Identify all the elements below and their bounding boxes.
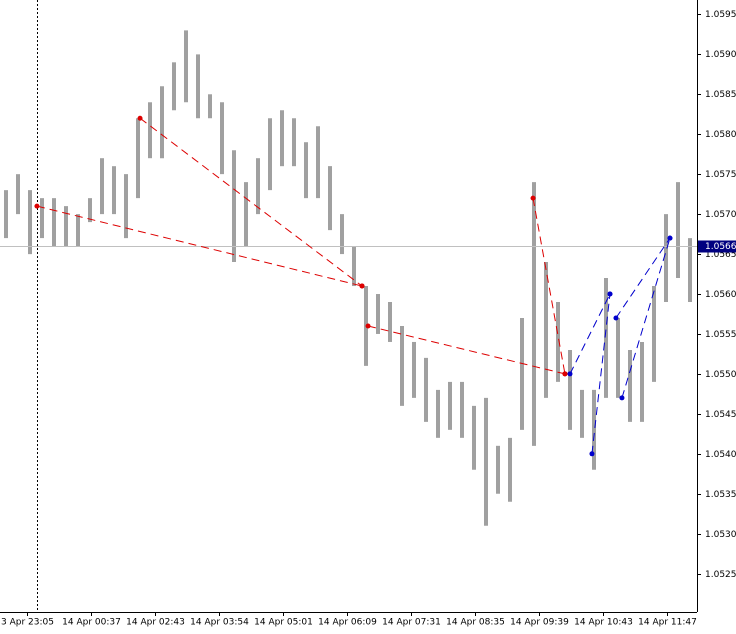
x-tick-label: 14 Apr 03:54 (190, 618, 249, 628)
y-tick-label: 1.0565 (705, 250, 736, 260)
x-tick-label: 14 Apr 06:09 (318, 618, 377, 628)
x-tick-label: 14 Apr 00:37 (62, 618, 121, 628)
y-tick-label: 1.0555 (705, 330, 736, 340)
x-tick-label: 14 Apr 11:47 (638, 618, 697, 628)
trade-point (589, 451, 595, 457)
y-tick-label: 1.0595 (705, 10, 736, 20)
trade-line (139, 117, 363, 287)
trade-line (621, 237, 671, 399)
y-tick-label: 1.0540 (705, 450, 736, 460)
trade-point (613, 315, 619, 321)
y-tick-label: 1.0585 (705, 90, 736, 100)
trade-point (530, 195, 536, 201)
y-tick-label: 1.0530 (705, 530, 736, 540)
x-tick-label: 3 Apr 23:05 (1, 618, 54, 628)
trade-point (359, 283, 365, 289)
y-tick-label: 1.0545 (705, 410, 736, 420)
bid-label: 1.0566 (705, 242, 736, 252)
x-tick-label: 14 Apr 10:43 (574, 618, 633, 628)
x-tick-label: 14 Apr 02:43 (126, 618, 185, 628)
y-tick-label: 1.0560 (705, 290, 736, 300)
y-tick-label: 1.0570 (705, 210, 736, 220)
trade-line (367, 325, 566, 375)
trade-point (562, 371, 568, 377)
y-tick-label: 1.0575 (705, 170, 736, 180)
y-tick-label: 1.0525 (705, 570, 736, 580)
trade-line (615, 237, 671, 319)
trade-line (569, 293, 611, 375)
bid-label-box (698, 240, 736, 253)
x-tick-label: 14 Apr 07:31 (382, 618, 441, 628)
y-tick-label: 1.0550 (705, 370, 736, 380)
trade-point (607, 291, 613, 297)
trade-line (36, 205, 363, 287)
x-tick-label: 14 Apr 09:39 (510, 618, 569, 628)
trade-point (34, 203, 40, 209)
y-tick-label: 1.0535 (705, 490, 736, 500)
y-tick-label: 1.0580 (705, 130, 736, 140)
trade-point (619, 395, 625, 401)
y-tick-label: 1.0590 (705, 50, 736, 60)
trade-point (567, 371, 573, 377)
trade-point (667, 235, 673, 241)
trade-line (532, 198, 566, 375)
trade-point (365, 323, 371, 329)
x-tick-label: 14 Apr 05:01 (254, 618, 313, 628)
trade-point (137, 115, 143, 121)
x-tick-label: 14 Apr 08:35 (446, 618, 505, 628)
trade-line (591, 293, 611, 454)
